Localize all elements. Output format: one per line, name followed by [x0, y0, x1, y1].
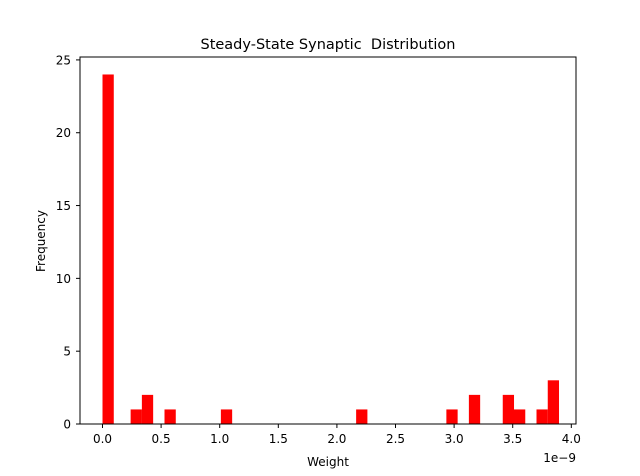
- bars-group: [102, 74, 560, 424]
- x-axis-label: Weight: [307, 455, 349, 469]
- x-tick-label: 2.0: [327, 432, 346, 446]
- histogram-bar: [468, 394, 481, 424]
- histogram-bar: [446, 409, 458, 424]
- histogram-bar: [164, 409, 176, 424]
- histogram-bar: [547, 380, 560, 424]
- x-tick-label: 4.0: [562, 432, 581, 446]
- histogram-bar: [141, 394, 154, 424]
- x-axis-offset-text: 1e−9: [543, 451, 576, 465]
- y-tick-label: 15: [56, 199, 71, 213]
- histogram-bar: [102, 74, 114, 424]
- histogram-bar: [130, 409, 142, 424]
- histogram-bar: [514, 409, 526, 424]
- chart-title: Steady-State Synaptic Distribution: [200, 37, 455, 53]
- histogram-bar: [220, 409, 233, 424]
- y-axis-ticks: 0 5 10 15 20 25: [56, 53, 80, 432]
- x-tick-label: 0.5: [152, 432, 171, 446]
- y-tick-label: 5: [63, 345, 71, 359]
- plot-frame: [79, 56, 577, 425]
- histogram-bar: [356, 409, 368, 424]
- y-tick-label: 10: [56, 272, 71, 286]
- y-tick-label: 20: [56, 126, 71, 140]
- x-axis-ticks: 0.0 0.5 1.0 1.5 2.0 2.5 3.0 3.5 4.0: [93, 424, 581, 446]
- y-tick-label: 0: [63, 418, 71, 432]
- y-tick-label: 25: [56, 53, 71, 67]
- histogram-bar: [536, 409, 548, 424]
- x-tick-label: 3.5: [503, 432, 522, 446]
- x-tick-label: 0.0: [93, 432, 112, 446]
- x-tick-label: 1.0: [210, 432, 229, 446]
- y-axis-label: Frequency: [34, 210, 48, 272]
- x-tick-label: 1.5: [269, 432, 288, 446]
- x-tick-label: 3.0: [445, 432, 464, 446]
- x-tick-label: 2.5: [386, 432, 405, 446]
- histogram-bar: [502, 394, 515, 424]
